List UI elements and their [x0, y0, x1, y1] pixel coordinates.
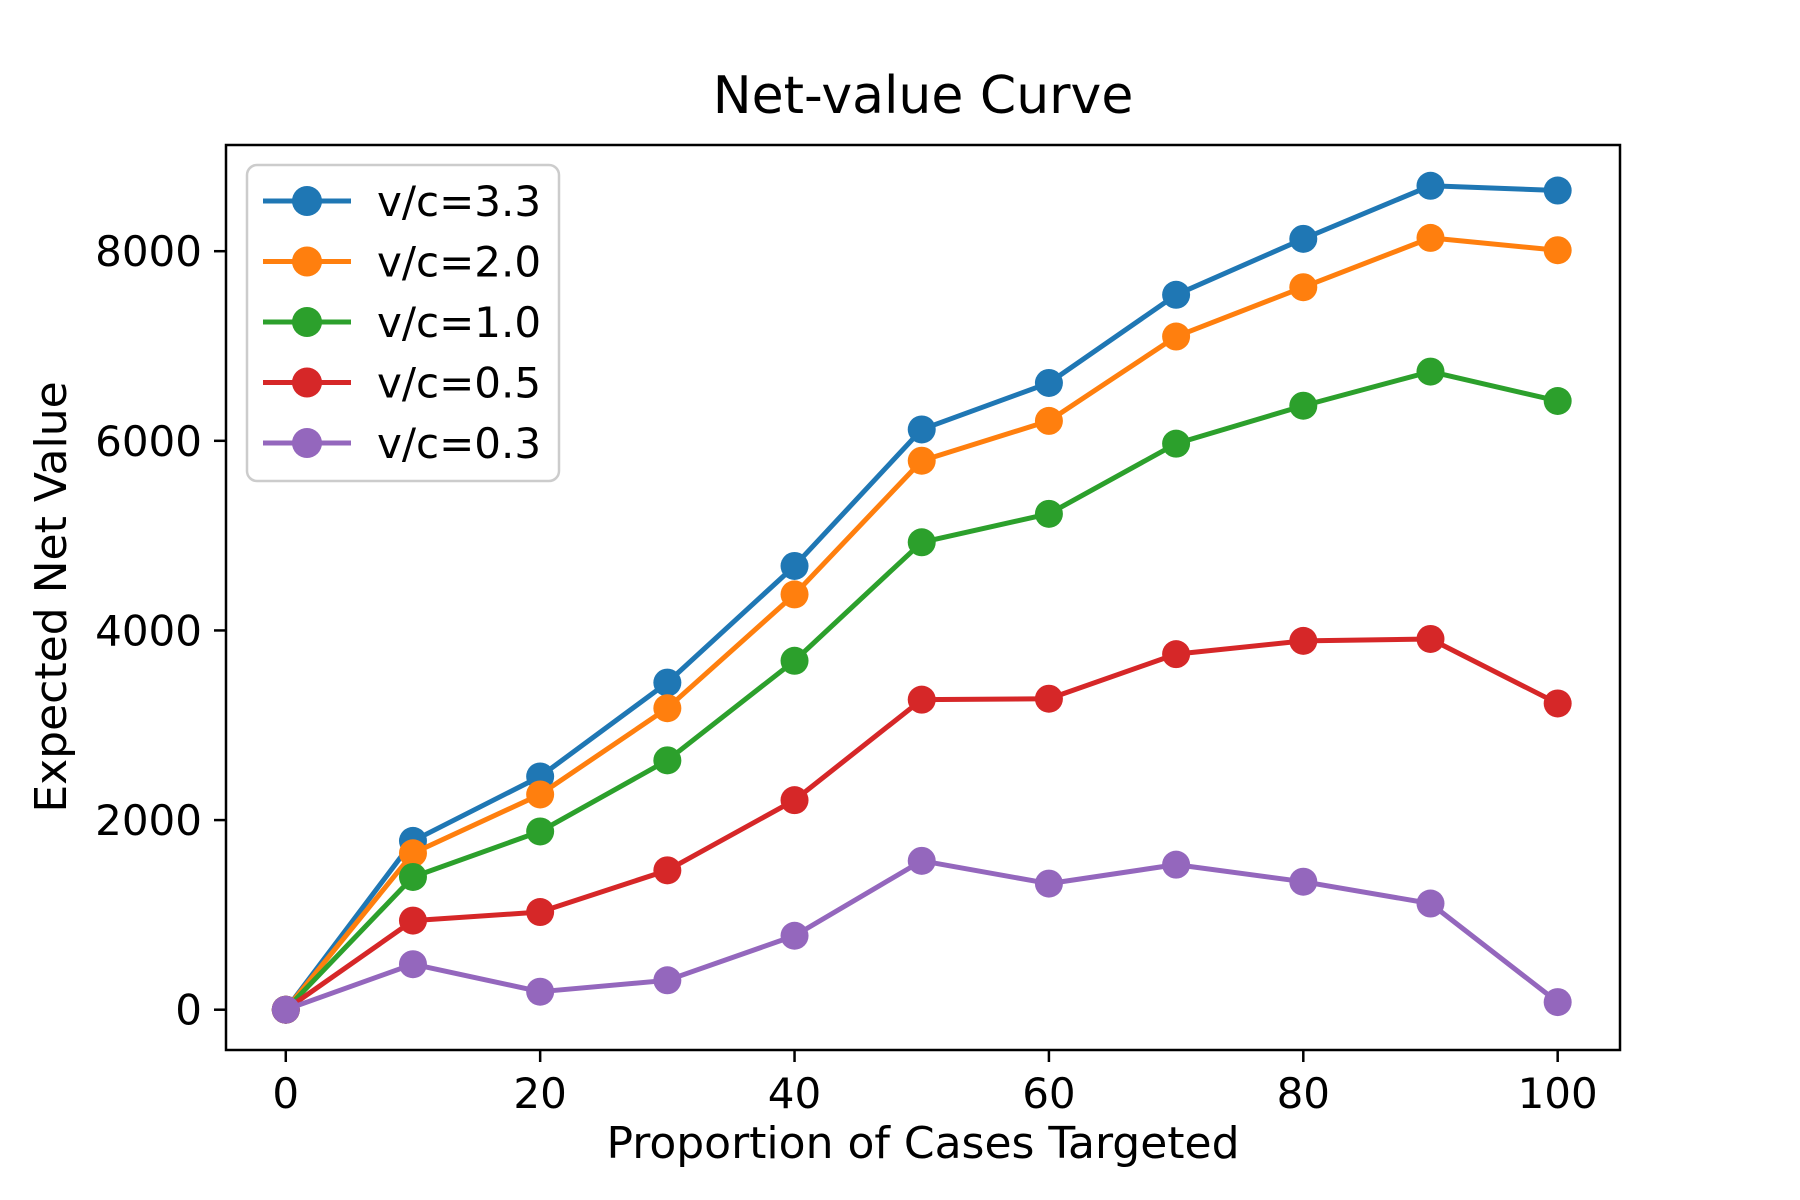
- data-point: [271, 995, 300, 1024]
- data-point: [1034, 684, 1063, 713]
- legend-marker: [292, 307, 322, 337]
- data-point: [1543, 236, 1572, 265]
- data-point: [1162, 280, 1191, 309]
- data-point: [780, 551, 809, 580]
- data-point: [907, 685, 936, 714]
- data-point: [398, 839, 427, 868]
- legend-marker: [292, 428, 322, 458]
- x-tick-label: 80: [1277, 1069, 1330, 1118]
- legend-label: v/c=1.0: [377, 298, 541, 347]
- legend-label: v/c=0.3: [377, 419, 541, 468]
- data-point: [780, 580, 809, 609]
- data-point: [398, 906, 427, 935]
- data-point: [1543, 386, 1572, 415]
- data-point: [1289, 867, 1318, 896]
- legend-label: v/c=0.5: [377, 359, 541, 408]
- data-point: [1289, 273, 1318, 302]
- data-point: [1034, 406, 1063, 435]
- legend-item: v/c=3.3: [263, 177, 541, 226]
- data-point: [1289, 224, 1318, 253]
- data-point: [398, 862, 427, 891]
- y-tick-label: 0: [175, 986, 202, 1035]
- data-point: [780, 646, 809, 675]
- series-v-c-0.3: [271, 846, 1572, 1024]
- data-point: [780, 921, 809, 950]
- data-point: [907, 528, 936, 557]
- chart-title: Net-value Curve: [713, 66, 1134, 126]
- x-tick-label: 20: [513, 1069, 566, 1118]
- data-point: [1543, 988, 1572, 1017]
- data-point: [1034, 368, 1063, 397]
- data-point: [653, 668, 682, 697]
- x-tick-label: 60: [1022, 1069, 1075, 1118]
- data-point: [526, 780, 555, 809]
- data-point: [1034, 869, 1063, 898]
- data-point: [526, 817, 555, 846]
- legend-marker: [292, 186, 322, 216]
- x-tick-label: 40: [768, 1069, 821, 1118]
- series-v-c-1.0: [271, 357, 1572, 1024]
- data-point: [1162, 850, 1191, 879]
- legend-marker: [292, 246, 322, 277]
- data-point: [653, 856, 682, 885]
- data-point: [1416, 171, 1445, 200]
- data-point: [1289, 626, 1318, 655]
- data-point: [1416, 624, 1445, 653]
- data-point: [1162, 429, 1191, 458]
- data-point: [1034, 499, 1063, 528]
- data-point: [1543, 689, 1572, 718]
- y-tick-label: 8000: [95, 227, 202, 276]
- data-point: [1416, 357, 1445, 386]
- legend-item: v/c=0.5: [263, 359, 541, 408]
- data-point: [653, 966, 682, 995]
- legend-box: [245, 163, 561, 483]
- legend-item: v/c=1.0: [263, 298, 541, 347]
- data-point: [907, 846, 936, 875]
- data-point: [1416, 889, 1445, 918]
- data-point: [1289, 391, 1318, 420]
- series-layer: [271, 171, 1572, 1024]
- legend-item: v/c=0.3: [263, 419, 541, 468]
- x-axis-label: Proportion of Cases Targeted: [606, 1118, 1239, 1169]
- data-point: [1162, 322, 1191, 351]
- data-point: [526, 898, 555, 927]
- data-point: [526, 977, 555, 1006]
- legend-marker: [292, 367, 322, 398]
- y-tick-label: 2000: [95, 796, 202, 845]
- data-point: [398, 950, 427, 979]
- data-point: [1416, 223, 1445, 252]
- x-tick-label: 0: [272, 1069, 299, 1118]
- data-point: [1162, 640, 1191, 669]
- axis-ticks: 0 20 40 60 80 100 0 2000 4000 6000 8000: [95, 227, 1598, 1118]
- legend-label: v/c=3.3: [377, 177, 541, 226]
- data-point: [907, 415, 936, 444]
- data-point: [1543, 176, 1572, 205]
- y-tick-label: 4000: [95, 606, 202, 655]
- x-tick-label: 100: [1518, 1069, 1598, 1118]
- data-point: [653, 746, 682, 775]
- y-tick-label: 6000: [95, 417, 202, 466]
- legend: v/c=3.3 v/c=2.0 v/c=1.0 v/c=0.5 v/c=0.3: [245, 163, 561, 483]
- legend-label: v/c=2.0: [377, 238, 541, 287]
- data-point: [780, 786, 809, 815]
- y-axis-label: Expected Net Value: [26, 381, 77, 812]
- legend-item: v/c=2.0: [263, 238, 541, 287]
- data-point: [653, 694, 682, 723]
- series-v-c-0.5: [271, 624, 1572, 1024]
- data-point: [907, 446, 936, 475]
